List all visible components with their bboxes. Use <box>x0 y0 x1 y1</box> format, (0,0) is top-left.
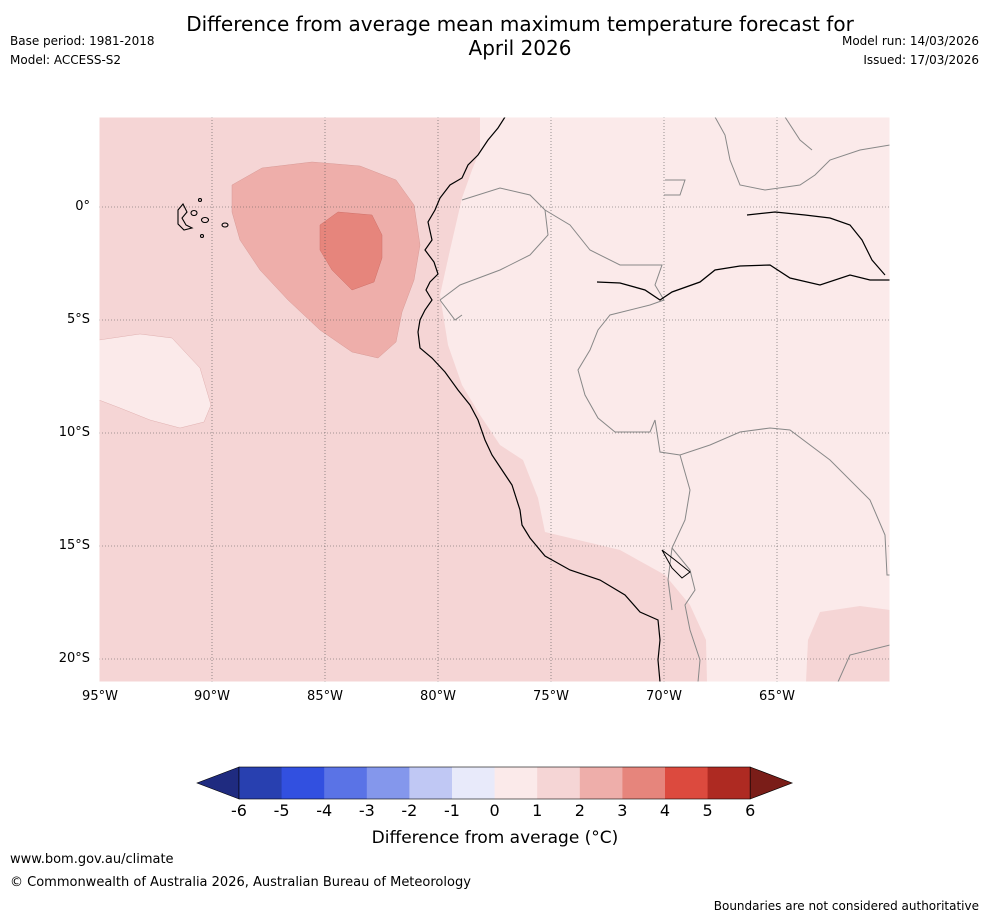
colorbar-swatch <box>324 767 368 799</box>
map-frame <box>98 116 891 683</box>
colorbar-swatch <box>665 767 709 799</box>
model-run: Model run: 14/03/2026 <box>841 34 979 48</box>
colorbar-swatch <box>409 767 453 799</box>
anomaly-ocean-0-1 <box>99 333 212 429</box>
colorbar-swatch <box>707 767 751 799</box>
colorbar-swatch <box>239 767 283 799</box>
title-line-1: Difference from average mean maximum tem… <box>186 12 854 36</box>
lon-label-80w: 80°W <box>420 689 456 704</box>
colorbar-swatch <box>452 767 496 799</box>
rio-negro <box>746 211 886 276</box>
anomaly-3-4 <box>319 211 383 291</box>
lon-label-90w: 90°W <box>194 689 230 704</box>
lat-label-15s: 15°S <box>58 538 90 553</box>
colorbar-tick-label: 0 <box>489 801 500 820</box>
base-period: Base period: 1981-2018 <box>10 34 155 48</box>
colorbar-extend-high <box>749 766 794 800</box>
country-borders <box>439 117 890 682</box>
colorbar-swatch <box>622 767 666 799</box>
colorbar-tick-label: 4 <box>659 801 671 820</box>
lon-label-70w: 70°W <box>646 689 682 704</box>
colorbar-tick-label: -2 <box>401 801 418 820</box>
colorbar-tick-label: -6 <box>231 801 247 820</box>
meta-left: Base period: 1981-2018 Model: ACCESS-S2 <box>10 32 155 70</box>
lat-label-10s: 10°S <box>58 425 90 440</box>
colorbar-swatch <box>579 767 623 799</box>
colorbar-label: Difference from average (°C) <box>371 828 619 848</box>
colorbar-tick-label: -3 <box>358 801 375 820</box>
colorbar-swatch <box>537 767 581 799</box>
footer-copyright: © Commonwealth of Australia 2026, Austra… <box>10 875 471 890</box>
colorbar-tick-label: 6 <box>745 801 756 820</box>
issued-date: Issued: 17/03/2026 <box>863 53 979 67</box>
colorbar-tick-label: 2 <box>574 801 585 820</box>
anomaly-land-0-1 <box>440 117 890 682</box>
colorbar-tick-label: 3 <box>617 801 628 820</box>
colorbar <box>196 766 794 800</box>
colorbar-tick-label: -5 <box>273 801 290 820</box>
lat-label-0: 0° <box>75 199 90 214</box>
colorbar-tick-label: -1 <box>444 801 460 820</box>
colorbar-extend-low <box>196 766 240 800</box>
colorbar-tick-label: -4 <box>316 801 333 820</box>
lon-label-75w: 75°W <box>533 689 569 704</box>
galapagos-islands <box>177 197 229 239</box>
footer-disclaimer: Boundaries are not considered authoritat… <box>713 899 979 913</box>
gridlines <box>99 117 890 682</box>
lat-label-5s: 5°S <box>66 312 90 327</box>
model-name: Model: ACCESS-S2 <box>10 53 122 67</box>
colorbar-swatch <box>281 767 325 799</box>
map-title: Difference from average mean maximum tem… <box>160 12 880 60</box>
colorbar-frame <box>238 766 751 800</box>
colorbar-tick-label: 5 <box>702 801 713 820</box>
coastline <box>417 117 661 682</box>
amazon-river <box>596 264 890 301</box>
map-area <box>99 117 890 682</box>
lake-titicaca <box>661 549 691 579</box>
lon-label-65w: 65°W <box>759 689 795 704</box>
meta-right: Model run: 14/03/2026 Issued: 17/03/2026 <box>842 32 979 70</box>
lon-label-95w: 95°W <box>82 689 118 704</box>
title-line-2: April 2026 <box>468 36 572 60</box>
lat-label-20s: 20°S <box>58 651 90 666</box>
colorbar-tick-label: 1 <box>532 801 543 820</box>
footer-url[interactable]: www.bom.gov.au/climate <box>10 852 174 867</box>
colorbar-swatch <box>494 767 538 799</box>
lon-label-85w: 85°W <box>307 689 343 704</box>
colorbar-swatch <box>366 767 410 799</box>
